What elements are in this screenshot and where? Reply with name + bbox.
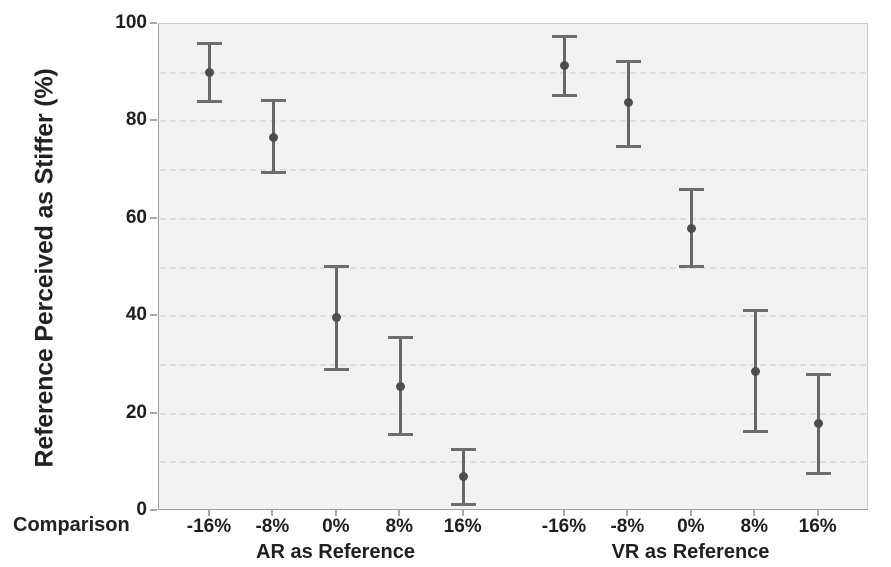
x-tick-label-AR-0%: 0%: [322, 516, 350, 537]
x-tick-mark-AR-8%: [398, 510, 401, 516]
y-tick-label-0: 0: [136, 499, 147, 520]
error-bar-cap-low: [806, 472, 832, 475]
y-tick-mark-80: [150, 119, 157, 122]
error-bar-cap-high: [679, 187, 705, 191]
error-bar-cap-high: [260, 99, 286, 103]
error-bar-cap-low: [552, 93, 578, 97]
x-tick-mark-AR-16%: [461, 510, 464, 516]
error-bar-cap-high: [615, 59, 641, 63]
gridline-80: [160, 120, 866, 123]
x-tick-mark-AR-0%: [334, 510, 337, 516]
error-bar-cap-high: [451, 447, 477, 451]
error-bar-cap-high: [324, 264, 350, 268]
gridline-10: [160, 461, 866, 464]
x-tick-mark-VR-0%: [689, 510, 692, 516]
error-bar-cap-low: [451, 502, 477, 506]
x-tick-mark-VR-16%: [816, 510, 819, 516]
data-point-VR--16%: [560, 60, 570, 70]
error-bar-cap-low: [387, 433, 413, 437]
y-tick-mark-0: [150, 509, 157, 511]
error-bar-cap-high: [806, 373, 832, 377]
error-bar-cap-high: [552, 35, 578, 39]
gridline-50: [160, 266, 866, 269]
error-bar-cap-high: [742, 309, 768, 313]
y-tick-mark-20: [150, 411, 157, 414]
x-tick-label-AR--8%: -8%: [255, 516, 290, 537]
data-point-AR-8%: [395, 381, 405, 391]
data-point-AR--8%: [268, 133, 278, 143]
x-tick-mark-VR-8%: [753, 510, 756, 516]
data-point-VR-16%: [814, 419, 824, 429]
x-tick-label-VR--8%: -8%: [610, 516, 645, 537]
x-tick-label-AR-8%: 8%: [385, 516, 413, 537]
group-label-AR: AR as Reference: [256, 541, 415, 563]
data-point-AR-16%: [459, 472, 469, 482]
y-tick-label-60: 60: [125, 206, 147, 228]
y-tick-mark-60: [150, 216, 157, 219]
y-tick-label-40: 40: [125, 304, 147, 326]
error-bar-cap-low: [324, 367, 350, 371]
x-tick-mark-VR--16%: [562, 510, 565, 516]
x-tick-label-VR-0%: 0%: [677, 516, 705, 537]
gridline-30: [160, 363, 866, 366]
error-bar-cap-low: [742, 430, 768, 434]
x-tick-mark-VR--8%: [626, 510, 629, 516]
y-tick-mark-100: [150, 22, 157, 24]
gridline-60: [160, 217, 866, 220]
x-tick-mark-AR--8%: [271, 510, 274, 516]
data-point-VR-0%: [687, 224, 697, 234]
error-bar-cap-high: [197, 41, 223, 45]
data-point-AR-0%: [332, 313, 342, 323]
x-tick-mark-AR--16%: [207, 510, 210, 516]
error-bar-cap-high: [387, 336, 413, 340]
y-tick-label-20: 20: [125, 401, 147, 423]
data-point-AR--16%: [205, 68, 215, 78]
gridline-40: [160, 315, 866, 318]
x-tick-label-VR-16%: 16%: [798, 516, 837, 537]
x-axis-row-label: Comparison: [13, 514, 130, 536]
data-point-VR--8%: [623, 98, 633, 108]
y-axis-title: Reference Perceived as Stiffer (%): [30, 68, 59, 468]
y-tick-label-100: 100: [115, 12, 147, 33]
error-bar-cap-low: [197, 100, 223, 104]
x-tick-label-AR--16%: -16%: [186, 516, 232, 537]
error-bar-cap-low: [679, 265, 705, 269]
y-tick-mark-40: [150, 314, 157, 317]
gridline-20: [160, 412, 866, 415]
group-label-VR: VR as Reference: [611, 541, 770, 563]
gridline-90: [160, 71, 866, 74]
data-point-VR-8%: [750, 366, 760, 376]
plot-area: [158, 23, 868, 510]
error-bar-cap-low: [260, 170, 286, 174]
error-bar-cap-low: [615, 145, 641, 149]
x-tick-label-VR--16%: -16%: [541, 516, 587, 537]
x-tick-label-VR-8%: 8%: [740, 516, 768, 537]
y-tick-label-80: 80: [125, 109, 147, 131]
x-tick-label-AR-16%: 16%: [443, 516, 482, 537]
gridline-70: [160, 169, 866, 172]
